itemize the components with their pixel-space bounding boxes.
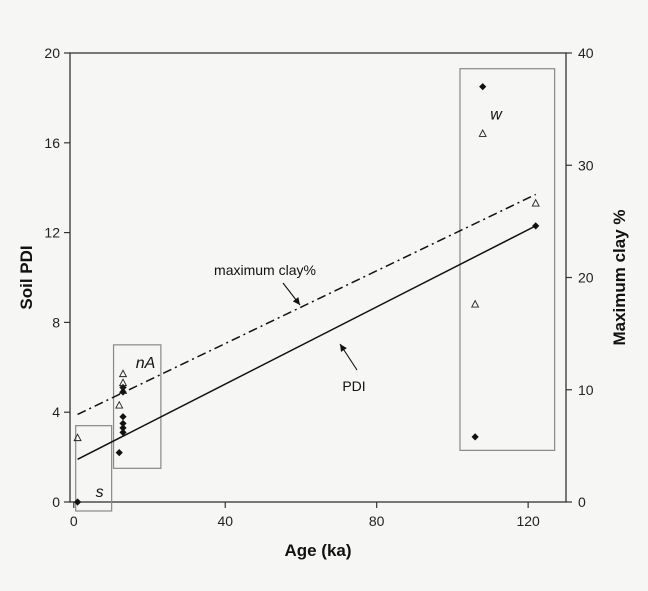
annotation-pdi-arrow-head bbox=[340, 344, 347, 352]
y2-axis-label: Maximum clay % bbox=[610, 209, 629, 345]
x-axis-label: Age (ka) bbox=[284, 541, 351, 560]
pdi-point bbox=[73, 498, 82, 506]
annotation-max-clay-arrow-head bbox=[292, 297, 300, 305]
y-tick-label: 12 bbox=[44, 225, 60, 241]
pdi-point bbox=[119, 413, 127, 421]
clay-point bbox=[478, 129, 487, 137]
x-tick-label: 120 bbox=[516, 513, 540, 529]
group-label-s: s bbox=[96, 484, 104, 501]
y-tick-label: 16 bbox=[44, 135, 60, 151]
pdi-point bbox=[471, 433, 479, 441]
clay-point bbox=[118, 378, 128, 387]
group-box-s bbox=[75, 425, 113, 512]
pdi-point bbox=[532, 222, 540, 230]
clay-point bbox=[118, 386, 128, 394]
x-tick-label: 80 bbox=[369, 513, 385, 529]
y2-tick-label: 0 bbox=[578, 494, 586, 510]
pdi-point bbox=[119, 428, 127, 437]
clay-point bbox=[115, 400, 124, 409]
group-label-w: w bbox=[490, 107, 503, 124]
annotation-max-clay: maximum clay% bbox=[214, 262, 316, 278]
y2-tick-label: 20 bbox=[578, 270, 594, 286]
clay-point bbox=[531, 198, 540, 207]
clay-point bbox=[118, 369, 128, 378]
annotation-pdi: PDI bbox=[342, 378, 365, 394]
y-tick-label: 20 bbox=[44, 45, 60, 61]
group-box-w bbox=[459, 68, 556, 451]
y-tick-label: 4 bbox=[52, 404, 60, 420]
clay-point bbox=[73, 433, 82, 442]
x-tick-label: 40 bbox=[217, 513, 233, 529]
pdi-regression-line bbox=[77, 225, 537, 461]
clay-regression-line bbox=[77, 193, 537, 416]
y2-tick-label: 40 bbox=[578, 45, 594, 61]
y-tick-label: 8 bbox=[52, 314, 60, 330]
y-axis-label: Soil PDI bbox=[17, 245, 36, 309]
pdi-point bbox=[115, 449, 123, 457]
x-tick-label: 0 bbox=[70, 513, 78, 529]
clay-point bbox=[470, 299, 480, 308]
pdi-point bbox=[479, 83, 487, 91]
pdi-point bbox=[119, 424, 127, 432]
pdi-point bbox=[119, 419, 127, 428]
y-tick-label: 0 bbox=[52, 494, 60, 510]
group-box-na bbox=[112, 344, 162, 469]
group-label-na: nA bbox=[136, 355, 156, 372]
y2-tick-label: 10 bbox=[578, 382, 594, 398]
y2-tick-label: 30 bbox=[578, 157, 594, 173]
